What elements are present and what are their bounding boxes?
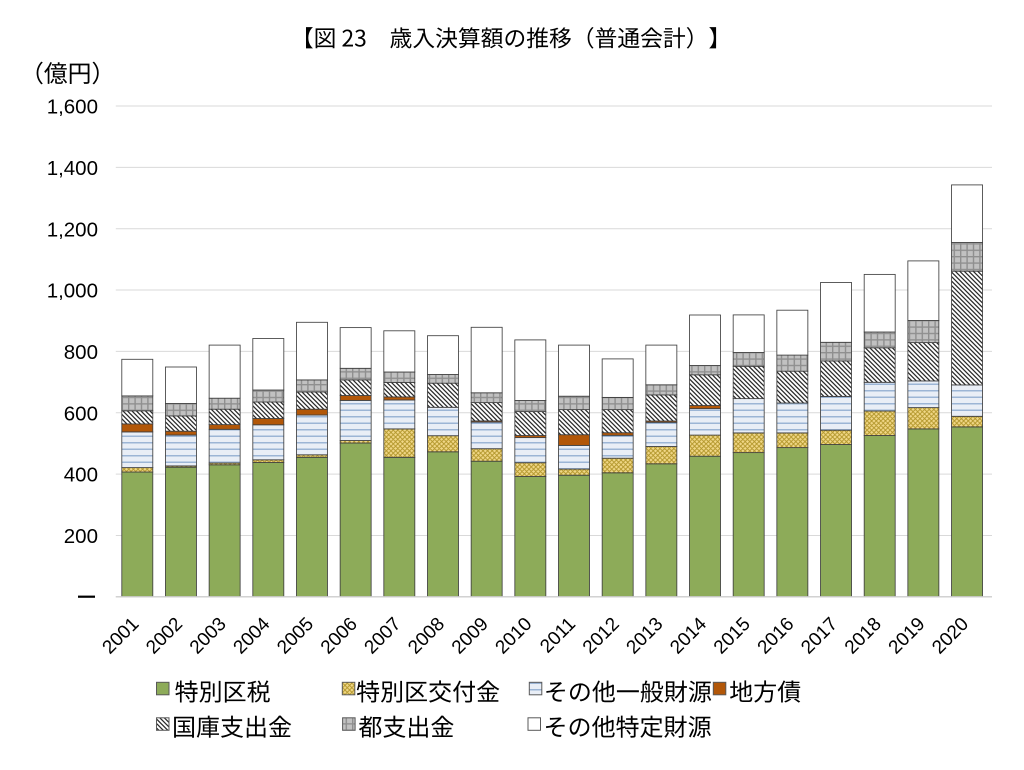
svg-text:1,600: 1,600 bbox=[47, 96, 98, 119]
svg-text:600: 600 bbox=[64, 402, 98, 425]
svg-text:1,000: 1,000 bbox=[47, 280, 98, 303]
svg-text:1,400: 1,400 bbox=[47, 157, 98, 180]
svg-text:400: 400 bbox=[64, 464, 98, 487]
svg-text:200: 200 bbox=[64, 525, 98, 548]
svg-text:1,200: 1,200 bbox=[47, 218, 98, 241]
svg-text:800: 800 bbox=[64, 341, 98, 364]
